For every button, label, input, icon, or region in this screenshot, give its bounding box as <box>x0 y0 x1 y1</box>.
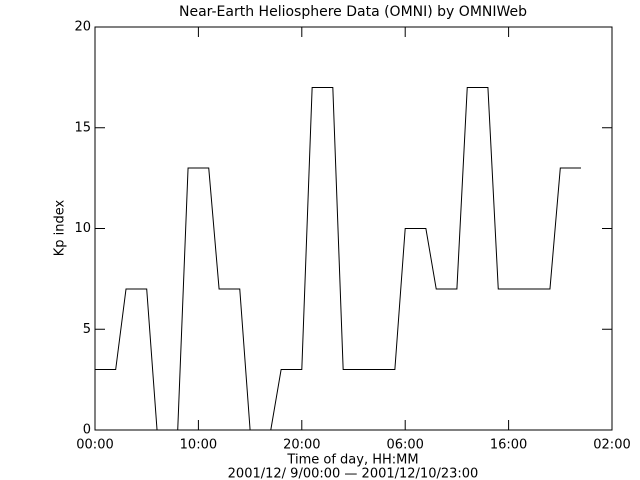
x-tick-label: 16:00 <box>490 438 527 453</box>
y-tick-label: 0 <box>83 423 91 438</box>
chart-title: Near-Earth Heliosphere Data (OMNI) by OM… <box>179 4 527 20</box>
y-tick-label: 5 <box>83 322 91 337</box>
x-tick-label: 02:00 <box>593 438 630 453</box>
x-tick-label: 00:00 <box>76 438 113 453</box>
y-tick-label: 20 <box>74 20 91 35</box>
x-tick-label: 20:00 <box>283 438 320 453</box>
y-axis-label: Kp index <box>53 199 68 256</box>
x-axis-label: Time of day, HH:MM <box>286 453 418 468</box>
y-tick-label: 15 <box>74 120 91 135</box>
x-tick-label: 06:00 <box>386 438 423 453</box>
x-tick-label: 10:00 <box>180 438 217 453</box>
subtitle: 2001/12/ 9/00:00 — 2001/12/10/23:00 <box>228 467 479 480</box>
y-tick-label: 10 <box>74 221 91 236</box>
data-line <box>95 86 581 431</box>
